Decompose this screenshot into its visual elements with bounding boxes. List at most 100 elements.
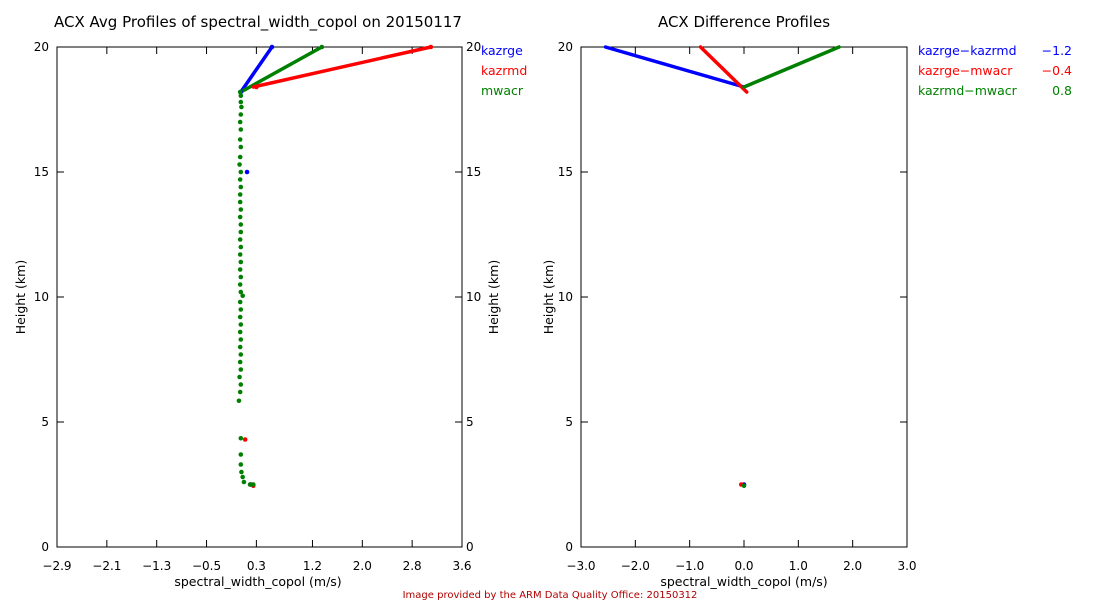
right-legend-entry: kazrge−mwacr [918, 63, 1013, 78]
left-point-mwacr [238, 322, 244, 327]
right-legend-value: 0.8 [1052, 83, 1072, 98]
left-point-mwacr [238, 244, 244, 250]
left-y-tick-label-right: 5 [466, 415, 474, 429]
right-x-tick-label: −3.0 [566, 559, 595, 573]
left-point-kazrmd [254, 84, 259, 90]
left-point-mwacr [238, 382, 244, 387]
left-point-mwacr [237, 344, 243, 350]
left-point-mwacr [238, 207, 244, 212]
left-x-axis-label: spectral_width_copol (m/s) [174, 574, 341, 589]
left-y-axis-label: Height (km) [13, 260, 28, 334]
left-x-tick-label: 2.8 [403, 559, 422, 573]
left-point-mwacr [238, 274, 244, 280]
left-legend: kazrge kazrmd mwacr [481, 43, 527, 98]
left-point-mwacr [238, 127, 244, 132]
left-point-mwacr [237, 282, 243, 287]
left-point-mwacr [237, 237, 243, 242]
left-point-mwacr [237, 137, 243, 142]
left-point-mwacr [237, 267, 243, 272]
left-point-mwacr [238, 99, 244, 105]
left-point-mwacr [238, 462, 244, 467]
left-point-kazrmd [242, 437, 248, 442]
left-y-tick-label-right: 10 [466, 290, 481, 304]
left-point-mwacr [238, 184, 244, 190]
left-line-kazrge [239, 45, 274, 94]
left-legend-entry: mwacr [481, 83, 524, 98]
right-y-axis-label: Height (km) [541, 260, 556, 334]
left-point-mwacr [237, 314, 243, 320]
left-point-mwacr [238, 307, 244, 312]
left-point-mwacr [319, 44, 325, 50]
right-y-axis: 0 5 10 15 20 [558, 40, 907, 554]
right-legend-value: −1.2 [1042, 43, 1072, 58]
right-x-tick-label: 1.0 [789, 559, 808, 573]
left-y-tick-label: 15 [34, 165, 49, 179]
right-x-tick-label: 3.0 [897, 559, 916, 573]
left-chart: ACX Avg Profiles of spectral_width_copol… [13, 13, 527, 589]
left-x-tick-label: −2.1 [92, 559, 121, 573]
right-legend: kazrge−kazrmd −1.2 kazrge−mwacr −0.4 kazrmd−… [918, 43, 1072, 98]
left-y-tick-label: 10 [34, 290, 49, 304]
left-point-mwacr [238, 452, 244, 457]
left-x-tick-label: −1.3 [142, 559, 171, 573]
right-point-kazrmd-mwacr [741, 483, 747, 489]
left-series-points [236, 44, 434, 489]
left-point-mwacr [240, 293, 245, 299]
right-series-points [738, 482, 747, 489]
right-y-tick-label: 10 [558, 290, 573, 304]
left-y-axis: 0 0 5 5 10 10 15 15 20 20 [34, 40, 482, 554]
left-x-tick-label: −2.9 [42, 559, 71, 573]
left-point-mwacr [237, 252, 243, 257]
right-x-axis: −3.0 −2.0 −1.0 0.0 1.0 2.0 3.0 [566, 47, 917, 573]
left-x-axis: −2.9 −2.1 −1.3 −0.5 0.3 1.2 2.0 2.8 3.6 [42, 47, 472, 573]
left-point-mwacr [239, 104, 244, 110]
left-y-tick-label: 0 [41, 540, 49, 554]
left-y-tick-label-right: 0 [466, 540, 474, 554]
right-line-kazrmd-mwacr [742, 45, 841, 89]
left-legend-entry: kazrge [481, 43, 523, 58]
left-line-mwacr [239, 45, 324, 94]
left-point-mwacr [238, 169, 244, 175]
right-series-lines [603, 45, 841, 94]
left-point-mwacr [237, 89, 243, 95]
left-point-mwacr [238, 112, 244, 117]
left-point-mwacr [238, 289, 244, 295]
left-point-mwacr [237, 177, 243, 182]
left-x-tick-label: 3.6 [452, 559, 471, 573]
left-point-mwacr [237, 389, 243, 395]
left-y-tick-label-right: 20 [466, 40, 481, 54]
left-point-mwacr [237, 374, 242, 380]
right-chart: ACX Difference Profiles −3.0 −2.0 −1.0 0.0 1… [541, 13, 1072, 589]
credit-text: Image provided by the ARM Data Quality O… [403, 590, 698, 600]
left-point-mwacr [240, 474, 245, 480]
left-point-mwacr [238, 337, 244, 342]
right-chart-title: ACX Difference Profiles [658, 13, 830, 31]
right-line-kazrge-mwacr [698, 45, 749, 94]
left-x-tick-label: −0.5 [192, 559, 221, 573]
left-point-kazrge [269, 44, 275, 50]
right-plot-frame [580, 46, 908, 548]
left-plot-frame [56, 46, 463, 548]
left-point-mwacr [238, 93, 244, 99]
right-x-tick-label: 2.0 [843, 559, 862, 573]
left-point-mwacr [237, 192, 243, 197]
left-point-mwacr [238, 435, 244, 441]
left-point-mwacr [239, 469, 244, 475]
left-point-mwacr [237, 329, 243, 335]
left-point-mwacr [237, 199, 243, 205]
left-y-axis-label-right: Height (km) [486, 260, 501, 334]
left-y-tick-label: 20 [34, 40, 49, 54]
left-point-mwacr [241, 479, 247, 485]
right-y-tick-label: 5 [565, 415, 573, 429]
left-point-mwacr [238, 229, 244, 235]
right-legend-entry: kazrge−kazrmd [918, 43, 1017, 58]
left-point-mwacr [238, 222, 244, 227]
left-chart-title: ACX Avg Profiles of spectral_width_copol… [54, 13, 462, 32]
left-x-tick-label: 2.0 [353, 559, 372, 573]
left-point-mwacr [238, 367, 244, 372]
right-legend-entry: kazrmd−mwacr [918, 83, 1018, 98]
left-y-tick-label-right: 15 [466, 165, 481, 179]
left-x-tick-label: 1.2 [303, 559, 322, 573]
right-line-kazrge-kazrmd [603, 45, 746, 89]
